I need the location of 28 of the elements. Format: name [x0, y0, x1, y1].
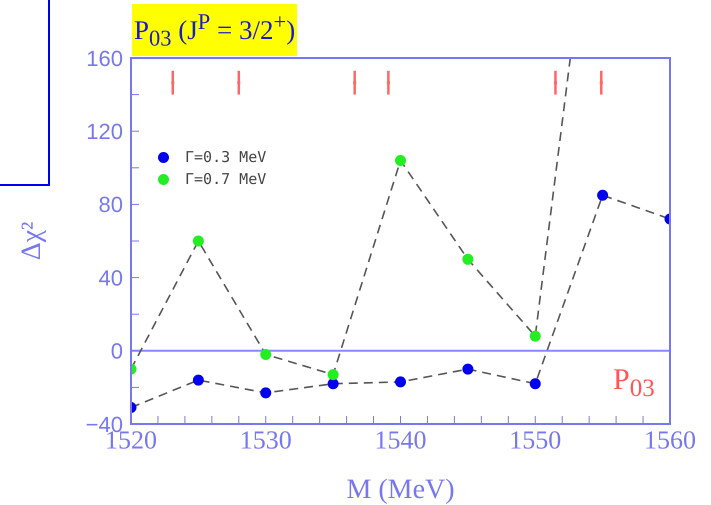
x-axis-title: M (MeV)	[346, 474, 455, 505]
chart-title: P$_{03}$ (J$^{P}$ = 3/2$^{+}$)	[132, 4, 298, 56]
point	[328, 378, 339, 390]
y-tick-label: 120	[86, 119, 123, 144]
annotation: P$_{03}$	[613, 363, 655, 403]
y-tick-label: 160	[86, 46, 123, 71]
point	[328, 369, 339, 380]
y-tick-label: 0	[110, 338, 123, 364]
point	[395, 154, 406, 166]
point	[192, 236, 204, 246]
y-tick-label: 80	[98, 192, 123, 218]
point	[462, 254, 474, 265]
point	[192, 374, 204, 386]
point	[597, 190, 608, 201]
legend-label: Γ=0.7 MeV	[185, 170, 266, 188]
legend-label: Γ=0.3 MeV	[185, 148, 266, 166]
point	[530, 330, 541, 342]
point	[462, 364, 474, 375]
point	[530, 378, 541, 390]
point	[395, 376, 406, 388]
x-tick-label: 1550	[509, 425, 562, 454]
point	[260, 387, 272, 398]
x-tick-label: 1530	[240, 425, 292, 454]
x-tick-label: 1560	[644, 425, 696, 454]
point	[260, 348, 272, 360]
x-tick-label: 1540	[374, 425, 426, 454]
y-tick-label: 40	[98, 265, 123, 290]
y-axis-title: Δχ²	[16, 222, 47, 260]
